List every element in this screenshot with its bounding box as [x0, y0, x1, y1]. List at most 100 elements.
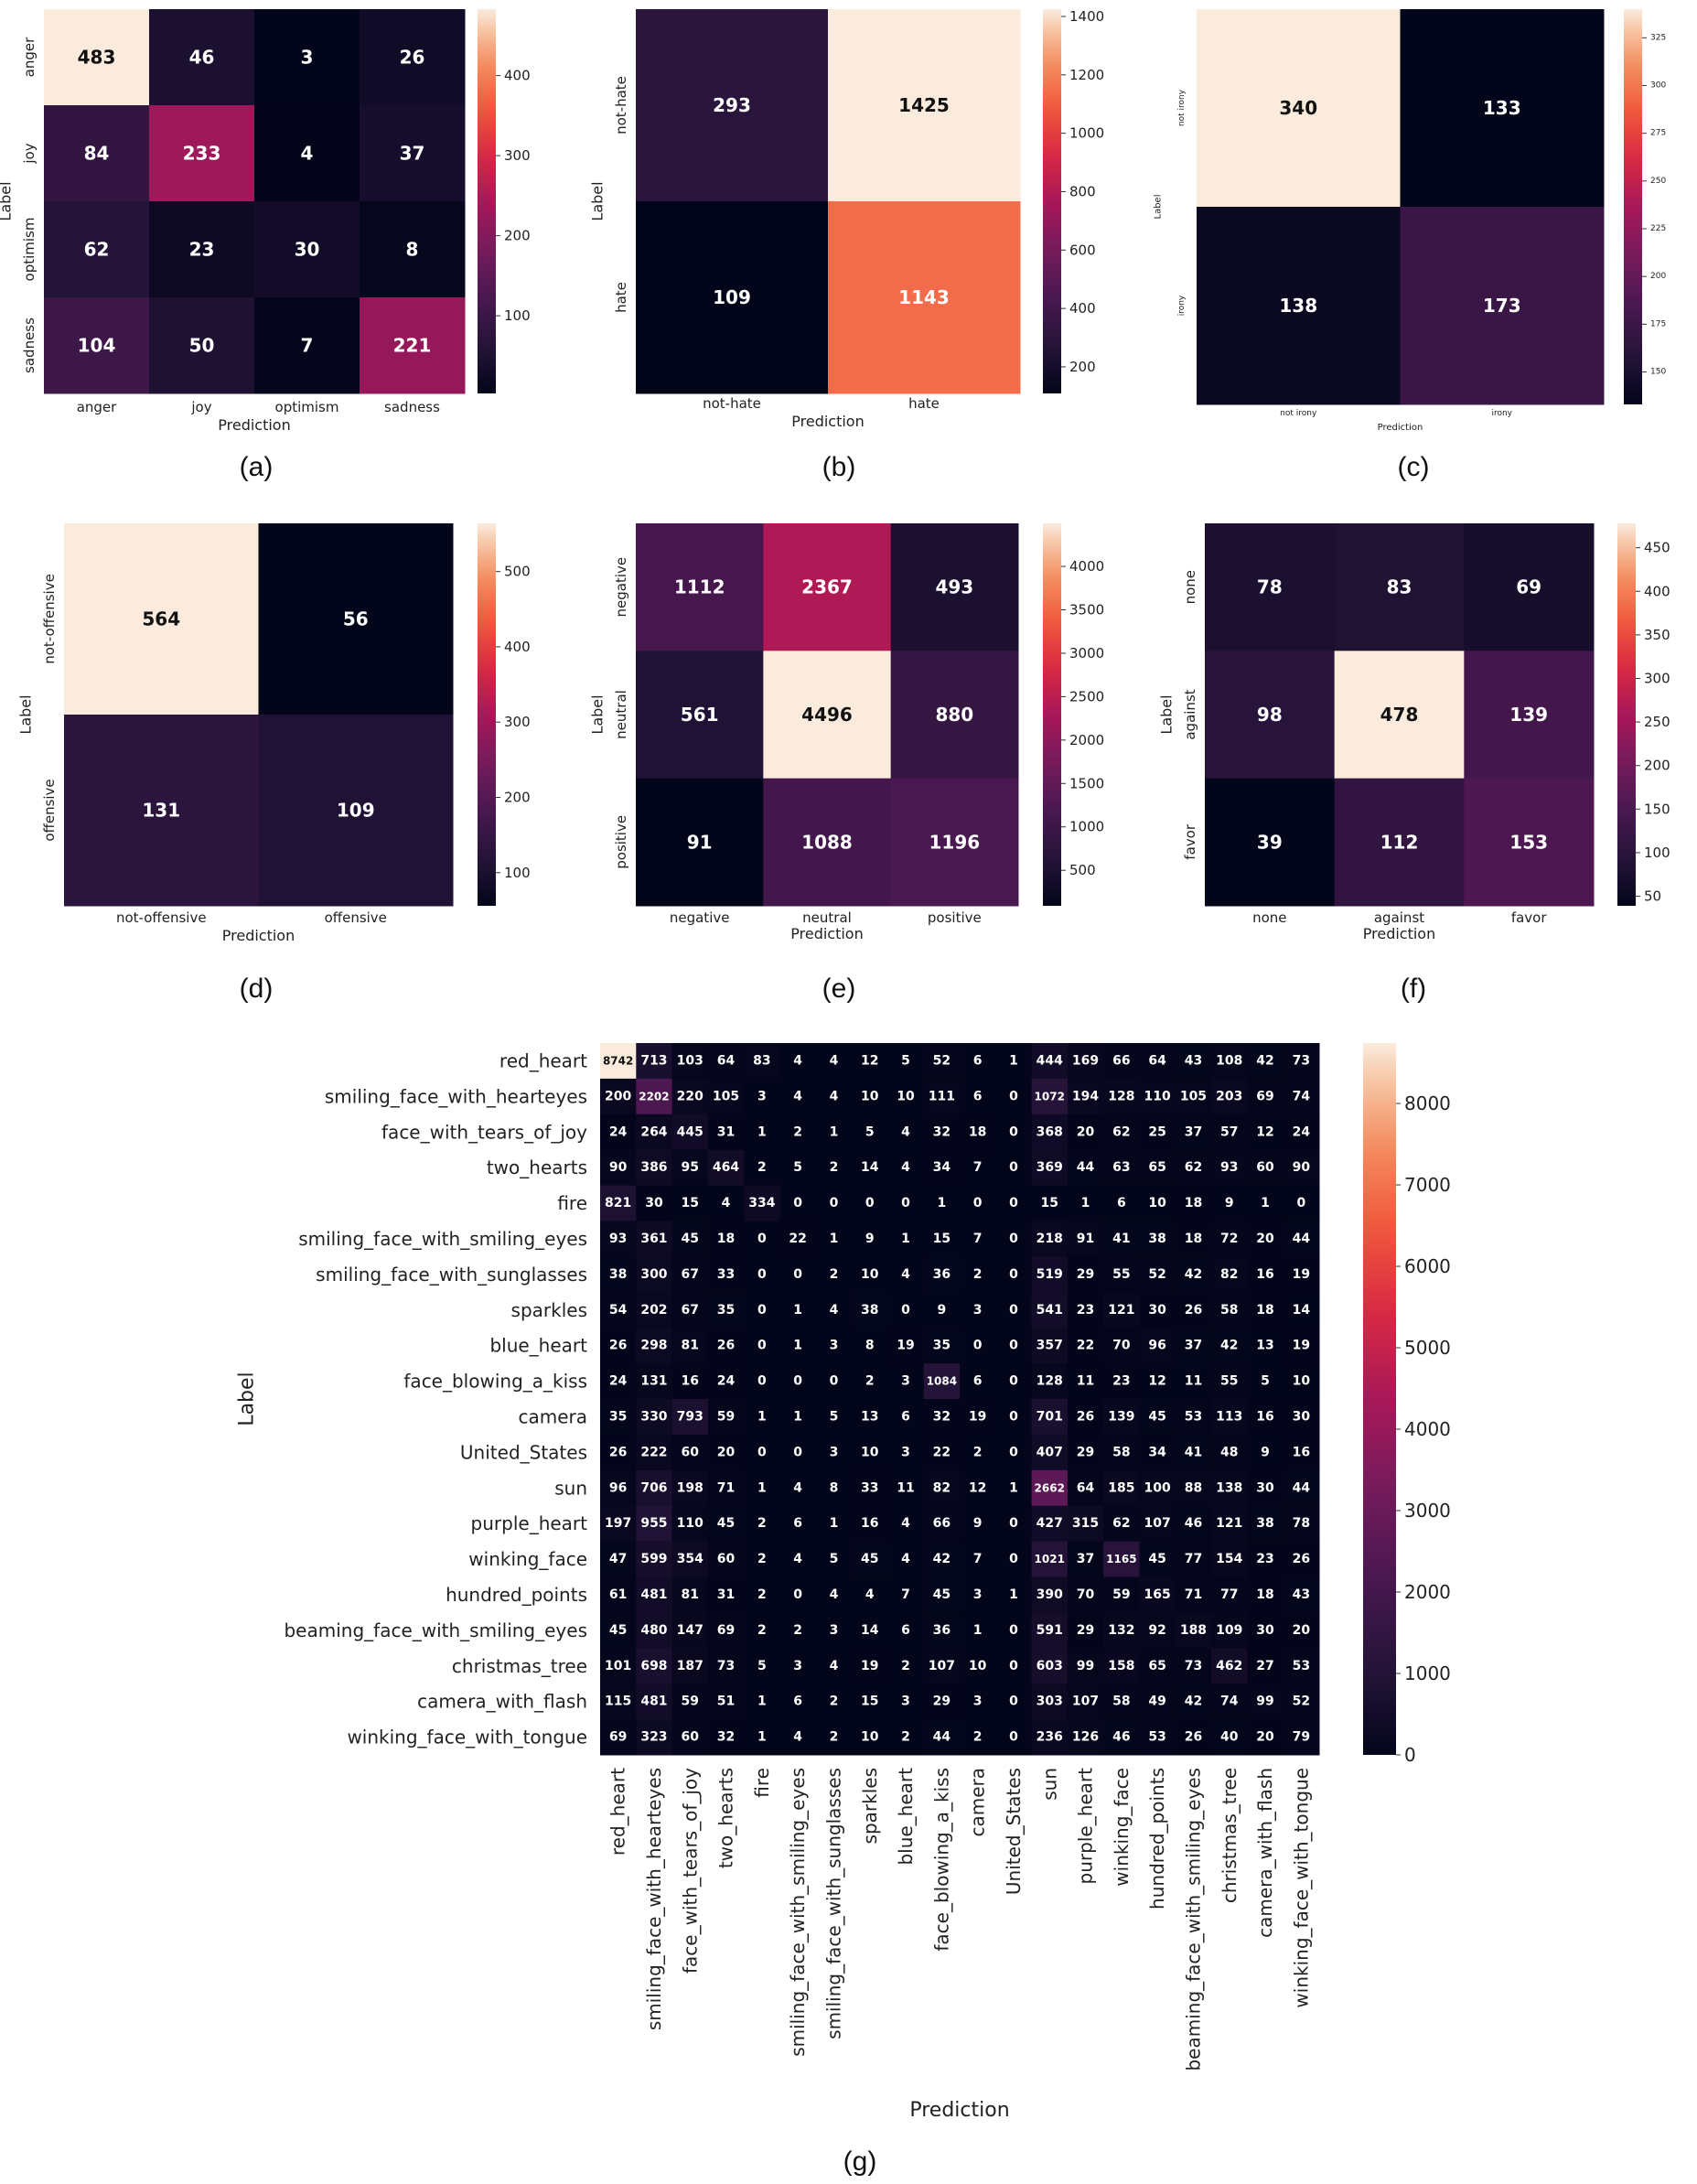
- heatmap-cell: [1139, 1185, 1176, 1221]
- cell-value-label: 4: [901, 1552, 910, 1566]
- y-tick-label: red_heart: [499, 1049, 587, 1071]
- heatmap-cell: [1211, 1684, 1248, 1720]
- x-tick-label: camera_with_flash: [1254, 1768, 1276, 1938]
- heatmap-cell: [707, 1684, 745, 1720]
- colorbar-tick-label: 2500: [1069, 688, 1104, 705]
- colorbar-tick-label: 1500: [1069, 775, 1104, 791]
- heatmap-cell: [1211, 1043, 1248, 1080]
- cell-value-label: 1: [830, 1232, 839, 1246]
- heatmap-cell: [779, 1149, 817, 1187]
- y-tick-label: smiling_face_with_sunglasses: [316, 1264, 587, 1286]
- colorbar-tick-label: 200: [1650, 272, 1666, 281]
- heatmap-cell: [1103, 1469, 1140, 1507]
- panel-caption: (e): [822, 974, 856, 1004]
- heatmap-cell: [890, 523, 1019, 651]
- heatmap-cell: [1139, 1612, 1176, 1649]
- cell-value-label: 37: [1077, 1552, 1094, 1566]
- colorbar-tick-label: 325: [1650, 33, 1666, 42]
- heatmap-cell: [1067, 1185, 1104, 1221]
- heatmap-cell: [852, 1149, 888, 1187]
- heatmap-cell: [744, 1612, 780, 1649]
- heatmap-cell: [744, 1221, 780, 1257]
- cell-value-label: 36: [933, 1267, 951, 1282]
- cell-value-label: 60: [717, 1552, 736, 1566]
- x-tick-label: hundred_points: [1146, 1768, 1168, 1910]
- heatmap-cell: [744, 1363, 780, 1400]
- heatmap-cell: [923, 1505, 961, 1543]
- heatmap-cell: [1211, 1469, 1248, 1507]
- x-tick-label: smiling_face_with_sunglasses: [822, 1768, 844, 2039]
- heatmap-cell: [960, 1648, 996, 1684]
- heatmap-cell: [1103, 1363, 1140, 1400]
- y-axis-label: Label: [589, 181, 607, 221]
- cell-value-label: 18: [1256, 1303, 1273, 1318]
- cell-value-label: 59: [717, 1409, 735, 1424]
- heatmap-cell: [707, 1256, 745, 1293]
- heatmap-cell: [960, 1256, 996, 1293]
- cell-value-label: 71: [717, 1480, 735, 1495]
- heatmap-cell: [1197, 9, 1401, 208]
- cell-value-label: 22: [1077, 1339, 1094, 1353]
- heatmap-cell: [1031, 1469, 1069, 1507]
- cell-value-label: 4: [830, 1659, 839, 1673]
- heatmap-cell: [960, 1114, 996, 1151]
- x-tick-label: smiling_face_with_smiling_eyes: [787, 1768, 809, 2057]
- cell-value-label: 187: [677, 1659, 704, 1673]
- heatmap-cell: [890, 651, 1019, 780]
- cell-value-label: 361: [640, 1232, 667, 1246]
- heatmap-cell: [960, 1684, 996, 1720]
- heatmap-cell: [887, 1434, 925, 1471]
- heatmap-cell: [1247, 1185, 1284, 1221]
- heatmap-cell: [815, 1149, 853, 1187]
- heatmap-cell: [852, 1328, 888, 1364]
- cell-value-label: 1072: [1035, 1090, 1065, 1103]
- colorbar-tick-label: 3000: [1404, 1500, 1451, 1522]
- cell-value-label: 138: [1279, 295, 1317, 317]
- heatmap-cell: [600, 1434, 637, 1471]
- heatmap-cell: [1283, 1612, 1320, 1649]
- cell-value-label: 334: [748, 1196, 775, 1210]
- heatmap-cell: [1175, 1363, 1212, 1400]
- cell-value-label: 2: [973, 1267, 983, 1282]
- cell-value-label: 480: [640, 1623, 667, 1638]
- colorbar: [1617, 523, 1636, 906]
- heatmap-cell: [852, 1684, 888, 1720]
- cell-value-label: 4: [793, 1730, 802, 1745]
- heatmap-cell: [744, 1185, 780, 1221]
- heatmap-cell: [995, 1505, 1033, 1543]
- heatmap-cell: [1247, 1469, 1284, 1507]
- heatmap-cell: [779, 1719, 817, 1756]
- heatmap-cell: [671, 1221, 709, 1257]
- cell-value-label: 78: [1257, 576, 1283, 598]
- cell-value-label: 0: [1009, 1694, 1018, 1709]
- heatmap-cell: [1139, 1469, 1176, 1507]
- cell-value-label: 4: [793, 1089, 802, 1103]
- y-tick-label: face_with_tears_of_joy: [381, 1121, 587, 1143]
- cell-value-label: 202: [640, 1303, 667, 1318]
- heatmap-cell: [707, 1363, 745, 1400]
- cell-value-label: 2: [973, 1445, 983, 1459]
- cell-value-label: 3: [901, 1445, 910, 1459]
- heatmap-cell: [1283, 1078, 1320, 1115]
- heatmap-cell: [258, 715, 454, 907]
- cell-value-label: 53: [1293, 1659, 1310, 1673]
- cell-value-label: 35: [609, 1409, 627, 1424]
- cell-value-label: 1: [830, 1516, 839, 1531]
- heatmap-cell: [1283, 1363, 1320, 1400]
- heatmap-cell: [1175, 1399, 1212, 1436]
- heatmap-cell: [815, 1292, 853, 1329]
- heatmap-cell: [1464, 523, 1595, 651]
- heatmap-cell: [1103, 1648, 1140, 1684]
- heatmap-cell: [707, 1185, 745, 1221]
- cell-value-label: 10: [1293, 1374, 1311, 1389]
- cell-value-label: 3: [830, 1445, 839, 1459]
- heatmap-cell: [923, 1399, 961, 1436]
- heatmap-cell: [815, 1185, 853, 1221]
- cell-value-label: 82: [933, 1480, 951, 1495]
- heatmap-cell: [1067, 1328, 1104, 1364]
- colorbar-tick-label: 300: [504, 147, 531, 164]
- cell-value-label: 4: [901, 1516, 910, 1531]
- heatmap-cell: [779, 1648, 817, 1684]
- heatmap-cell: [1211, 1434, 1248, 1471]
- cell-value-label: 1: [793, 1339, 802, 1353]
